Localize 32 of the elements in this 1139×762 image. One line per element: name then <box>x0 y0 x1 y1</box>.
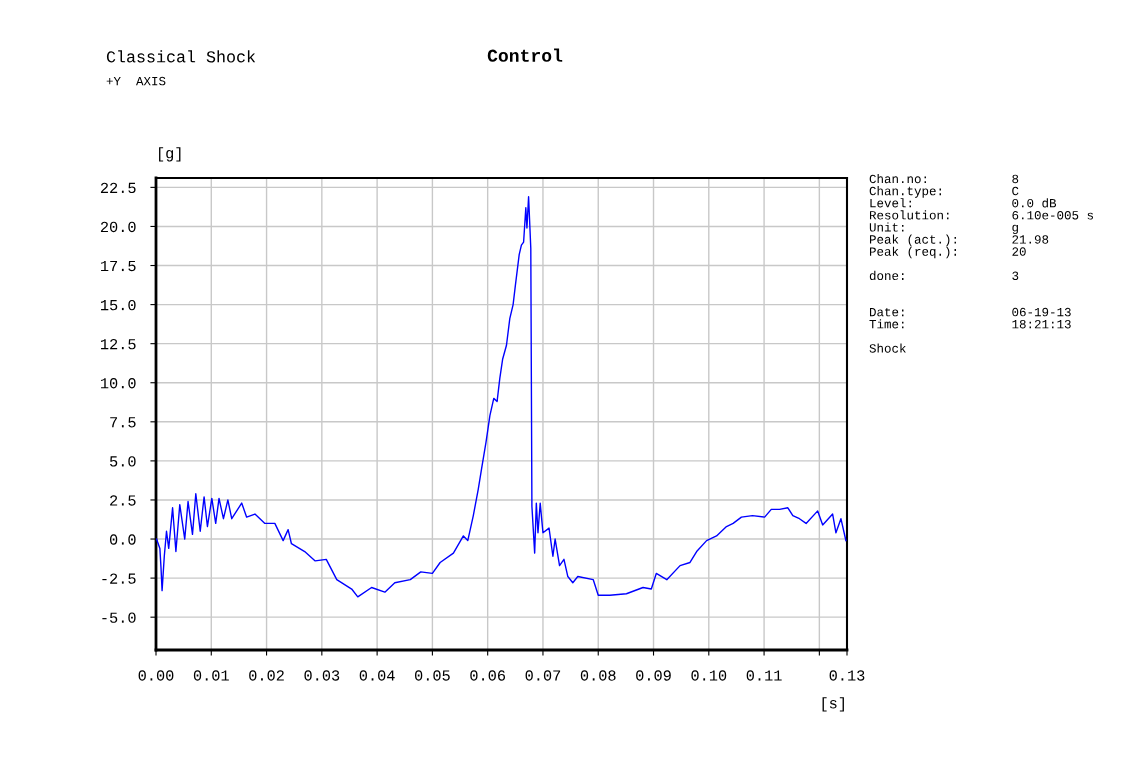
x-tick-label: 0.11 <box>746 670 782 681</box>
x-tick-label: 0.13 <box>829 670 865 681</box>
y-tick-label: 5.0 <box>110 456 136 467</box>
line-series <box>156 196 847 598</box>
y-axis-title: [g] <box>159 147 181 162</box>
y-tick-label: 17.5 <box>100 260 136 272</box>
y-tick-label: -5.0 <box>102 612 136 623</box>
chart-subtitle: Classical Shock <box>106 50 256 63</box>
x-tick-label: 0.00 <box>138 670 174 681</box>
y-tick-label: 15.0 <box>100 299 136 311</box>
x-axis-title: [s] <box>822 697 844 712</box>
x-tick-label: 0.07 <box>525 670 561 681</box>
y-tick-label: 0.0 <box>109 534 136 545</box>
x-tick-label: 0.09 <box>636 670 671 681</box>
y-tick-label: 22.5 <box>100 182 136 194</box>
x-tick-label: 0.08 <box>580 670 616 681</box>
text: +Y AXIS <box>106 76 166 86</box>
chart-title: Control <box>487 48 563 62</box>
x-tick-label: 0.06 <box>470 670 506 681</box>
x-tick-label: 0.01 <box>193 670 229 681</box>
text: Chan.no: 8 Chan.type: C Level: 0.0 dB Resolution: 6.10e-005 s Unit: g Peak (act.): 21.98 Peak (req.): 20 done: 3 Date: 06-19-13 Time: 18:21:13 Shock <box>869 174 1094 353</box>
y-tick-label: 7.5 <box>110 417 136 428</box>
x-tick-label: 0.04 <box>359 670 395 681</box>
y-tick-label: 10.0 <box>100 378 136 389</box>
y-tick-label: 2.5 <box>110 495 136 506</box>
y-tick-label: 12.5 <box>100 338 136 350</box>
y-tick-label: 20.0 <box>100 221 136 233</box>
x-tick-label: 0.10 <box>691 670 727 681</box>
x-tick-label: 0.05 <box>414 670 450 681</box>
x-tick-label: 0.02 <box>249 670 284 681</box>
y-tick-label: -2.5 <box>102 573 136 584</box>
x-tick-label: 0.03 <box>304 670 340 681</box>
